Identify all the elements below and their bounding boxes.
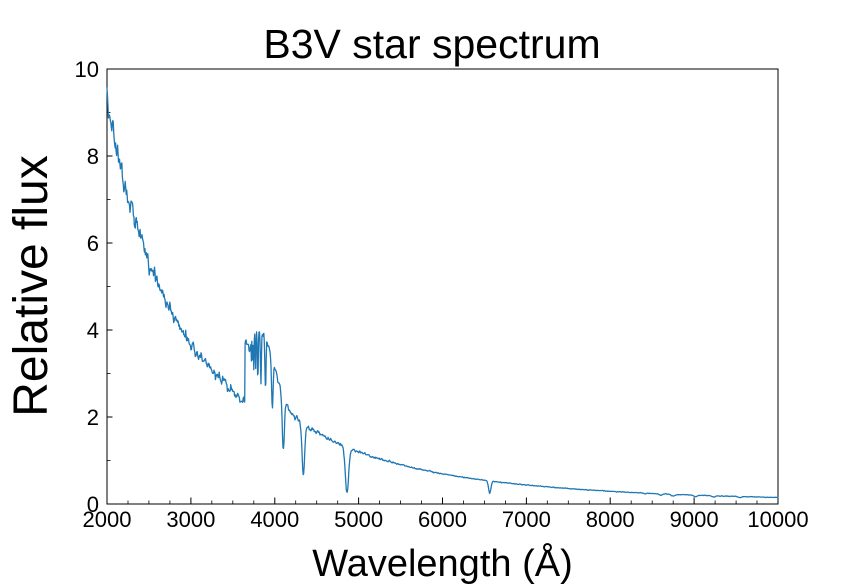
svg-text:4000: 4000 — [250, 507, 299, 532]
svg-text:6000: 6000 — [418, 507, 467, 532]
svg-text:4: 4 — [87, 318, 99, 343]
svg-text:5000: 5000 — [334, 507, 383, 532]
svg-text:0: 0 — [87, 492, 99, 517]
svg-text:6: 6 — [87, 231, 99, 256]
svg-text:3000: 3000 — [166, 507, 215, 532]
svg-text:10: 10 — [75, 57, 99, 82]
svg-text:7000: 7000 — [502, 507, 551, 532]
svg-text:10000: 10000 — [747, 507, 808, 532]
svg-text:8: 8 — [87, 144, 99, 169]
svg-text:9000: 9000 — [670, 507, 719, 532]
svg-text:8000: 8000 — [586, 507, 635, 532]
svg-text:2: 2 — [87, 405, 99, 430]
